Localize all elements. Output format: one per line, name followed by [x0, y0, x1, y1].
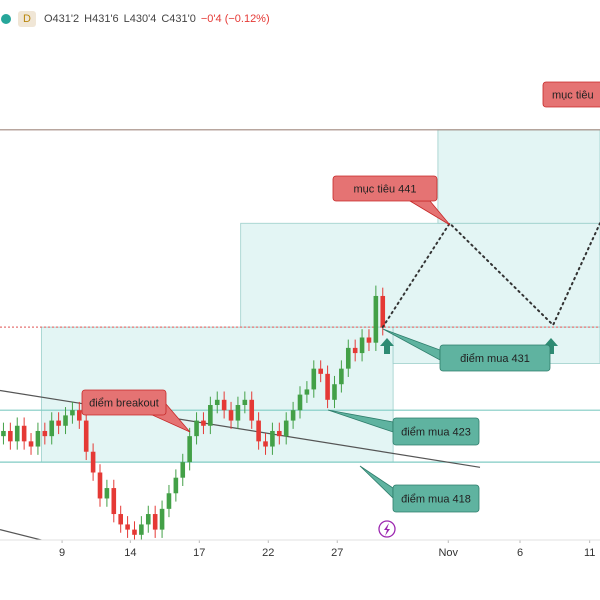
trendline — [0, 389, 481, 468]
candle-body — [373, 295, 379, 343]
callout-text: điểm mua 423 — [401, 426, 471, 438]
candle-body — [290, 410, 296, 421]
candle-body — [277, 430, 282, 437]
candle-body — [332, 384, 337, 400]
overlay: mục tiêu 441 mục tiêu điểm breakout điểm mu… — [0, 81, 600, 559]
projection-path — [381, 221, 600, 329]
symbol-tag: D — [23, 13, 31, 25]
candle-body — [352, 347, 358, 354]
candle-body — [118, 514, 123, 525]
plot-area — [0, 129, 600, 540]
callout-text: điểm mua 418 — [401, 493, 471, 505]
candle-body — [1, 430, 6, 437]
candle-body — [132, 529, 137, 535]
candle-body — [70, 410, 75, 416]
callout-text: điểm breakout — [89, 397, 159, 409]
candle-body — [263, 441, 268, 447]
trendline — [0, 529, 44, 540]
symbol-tag-bg — [18, 11, 36, 27]
ohlc-value: L430'4 — [124, 13, 157, 25]
callout-box — [332, 175, 438, 202]
candle-body — [201, 420, 206, 426]
candle-body — [297, 394, 303, 411]
candle-body — [63, 415, 68, 426]
candle-body — [145, 514, 151, 525]
candle-body — [318, 368, 323, 374]
target-zone — [240, 222, 600, 328]
callout-box — [81, 389, 167, 416]
candle-body — [21, 425, 27, 442]
ohlc-value: O431'2 — [44, 13, 79, 25]
candle-body — [228, 410, 234, 421]
candle-body — [270, 430, 275, 447]
candle-body — [345, 347, 351, 369]
candle-body — [97, 472, 103, 499]
callout-box — [439, 344, 551, 372]
ohlc-bar: O431'2 H431'6 L430'4 C431'0 −0'4 (−0.12%) — [44, 13, 270, 25]
candle-body — [42, 430, 48, 437]
candle-body — [77, 410, 82, 421]
candle-body — [125, 524, 130, 530]
candle-body — [35, 430, 41, 447]
target-zone — [437, 129, 600, 224]
x-tick-label: 11 — [584, 547, 595, 559]
x-tick-label: Nov — [438, 547, 458, 559]
buy-arrow — [544, 338, 558, 354]
callout-pointer — [359, 465, 394, 499]
x-tick-label: 14 — [124, 547, 136, 559]
candle-body — [366, 337, 372, 343]
x-tick-label: 27 — [331, 547, 343, 559]
candle-body — [214, 399, 220, 405]
x-tick-label: 6 — [517, 547, 523, 559]
callout-box — [392, 417, 480, 446]
candle-body — [111, 488, 117, 515]
candle-body — [249, 399, 255, 421]
x-tick-label: 9 — [59, 547, 65, 559]
candle-body — [325, 373, 330, 400]
candle-body — [304, 389, 310, 395]
candle-body — [159, 508, 165, 530]
candle-body — [194, 420, 199, 437]
candle-body — [311, 368, 317, 390]
candle-body — [139, 524, 144, 535]
status-dot — [1, 14, 11, 24]
candle-body — [187, 436, 192, 463]
event-bolt — [384, 523, 390, 536]
x-tick-label: 22 — [262, 547, 274, 559]
ohlc-value: C431'0 — [161, 13, 196, 25]
candle-body — [49, 420, 55, 437]
candle-body — [28, 441, 34, 447]
candle-body — [166, 493, 172, 509]
candle-body — [152, 514, 158, 530]
candle-body — [180, 462, 186, 478]
candle-body — [235, 405, 241, 421]
callout-box — [392, 484, 480, 513]
ohlc-value: −0'4 (−0.12%) — [201, 13, 270, 25]
candle-body — [104, 488, 110, 499]
candle-body — [56, 420, 61, 426]
x-tick-label: 17 — [193, 547, 205, 559]
ohlc-value: H431'6 — [84, 13, 119, 25]
candle-body — [339, 368, 344, 385]
buy-arrow — [380, 338, 394, 354]
candle-body — [83, 420, 89, 452]
candle-body — [380, 295, 386, 328]
callout-box — [542, 81, 600, 108]
candle-body — [242, 399, 248, 405]
candle-body — [256, 420, 261, 442]
callout-text: mục tiêu — [552, 89, 594, 101]
callout-text: điểm mua 431 — [460, 353, 530, 365]
candle-body — [90, 451, 96, 473]
candle-body — [283, 420, 289, 437]
callout-text: mục tiêu 441 — [354, 183, 417, 195]
candle-body — [221, 399, 227, 411]
candle-body — [208, 405, 213, 426]
candle-body — [14, 425, 20, 442]
candle-body — [173, 477, 179, 494]
candle-body — [359, 337, 365, 354]
candle-body — [8, 430, 13, 442]
